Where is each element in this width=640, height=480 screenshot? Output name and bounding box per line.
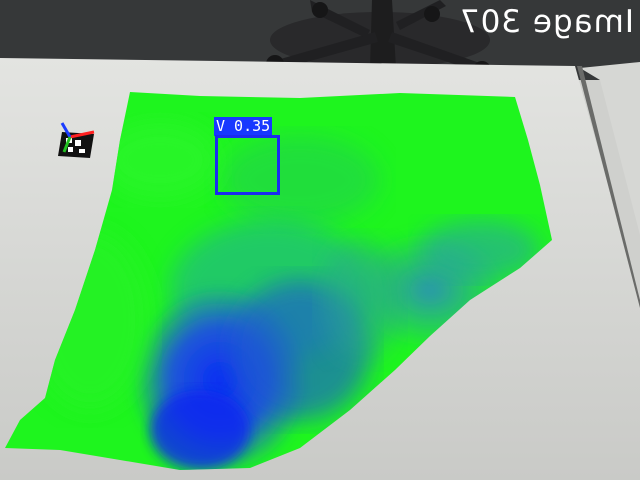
fiducial-marker <box>58 122 95 158</box>
heatmap-surface <box>5 92 552 470</box>
table-surface-right <box>580 62 640 235</box>
detection-bounding-box <box>215 135 280 195</box>
detection-label: V 0.35 <box>214 117 273 136</box>
chair-base <box>266 0 491 79</box>
table-gap <box>577 66 640 308</box>
image-caption: Image 307 <box>458 4 634 40</box>
